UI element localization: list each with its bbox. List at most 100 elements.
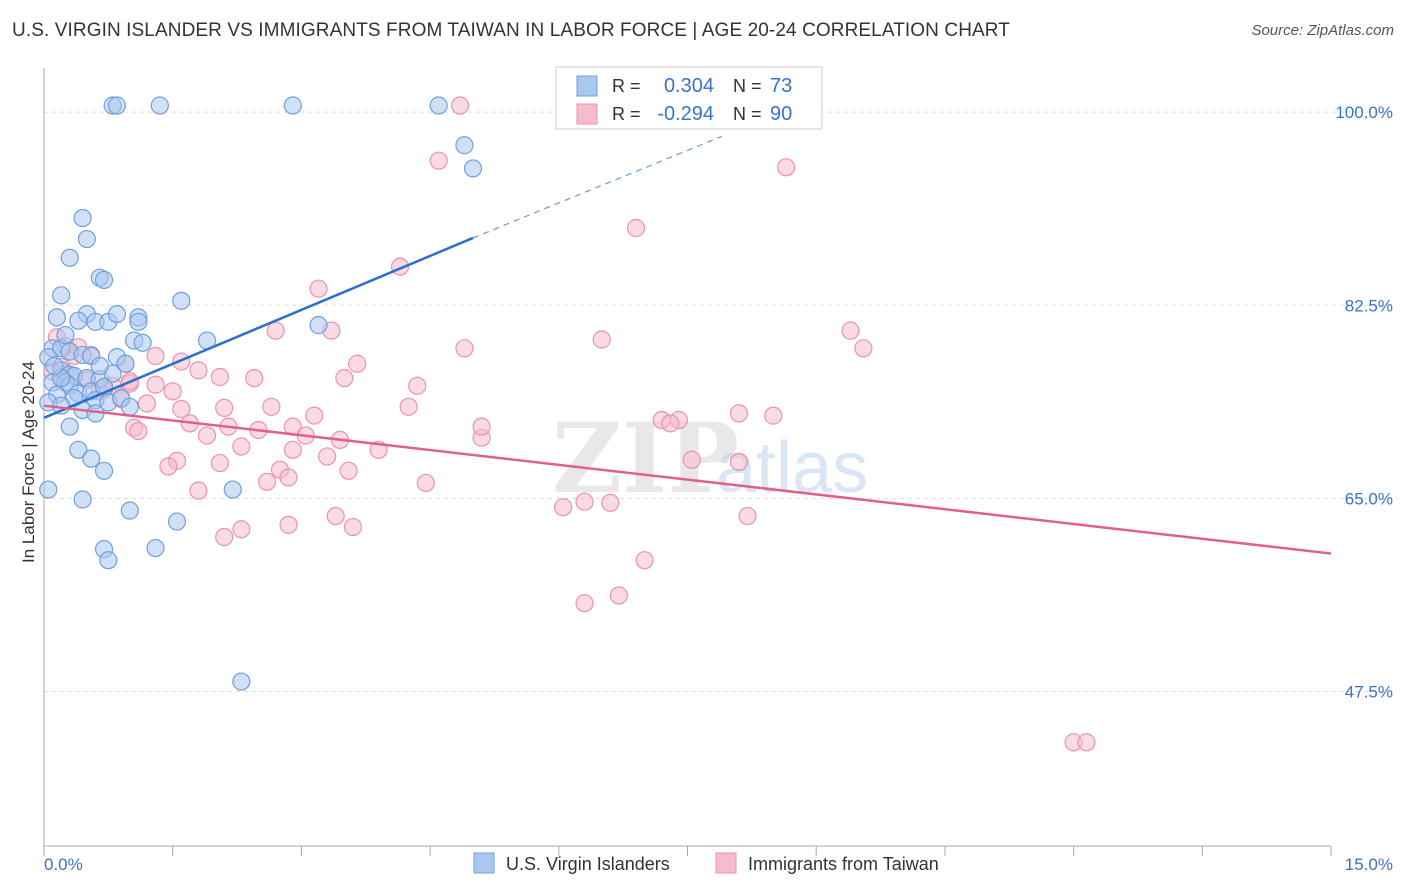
data-point-taiwan[interactable]: [318, 447, 337, 466]
data-point-taiwan[interactable]: [245, 368, 264, 388]
data-point-virgin-islanders[interactable]: [73, 208, 92, 228]
data-point-taiwan[interactable]: [575, 492, 594, 511]
data-point-virgin-islanders[interactable]: [82, 449, 101, 468]
data-point-taiwan[interactable]: [729, 452, 749, 472]
data-point-taiwan[interactable]: [309, 279, 328, 298]
data-point-virgin-islanders[interactable]: [60, 417, 79, 436]
data-point-taiwan[interactable]: [215, 398, 234, 417]
data-point-taiwan[interactable]: [1077, 733, 1096, 752]
data-point-virgin-islanders[interactable]: [94, 270, 114, 289]
data-point-taiwan[interactable]: [455, 339, 474, 358]
data-point-taiwan[interactable]: [215, 527, 234, 547]
x-tick-label: 0.0%: [44, 855, 83, 874]
data-point-virgin-islanders[interactable]: [69, 440, 88, 459]
data-point-taiwan[interactable]: [553, 498, 573, 517]
data-point-virgin-islanders[interactable]: [47, 308, 66, 327]
data-point-taiwan[interactable]: [129, 421, 148, 441]
data-point-virgin-islanders[interactable]: [283, 96, 302, 115]
data-point-taiwan[interactable]: [210, 453, 229, 473]
data-point-taiwan[interactable]: [232, 437, 251, 456]
data-point-virgin-islanders[interactable]: [116, 354, 135, 373]
data-point-taiwan[interactable]: [575, 594, 594, 613]
data-point-virgin-islanders[interactable]: [120, 501, 139, 520]
data-point-taiwan[interactable]: [266, 321, 285, 340]
data-point-virgin-islanders[interactable]: [146, 538, 165, 558]
data-point-taiwan[interactable]: [472, 417, 491, 436]
bottom-legend-label-virgin-islanders: U.S. Virgin Islanders: [506, 854, 670, 874]
data-point-taiwan[interactable]: [416, 473, 435, 493]
data-point-taiwan[interactable]: [348, 354, 367, 373]
data-point-virgin-islanders[interactable]: [107, 304, 127, 324]
data-point-virgin-islanders[interactable]: [73, 490, 92, 509]
data-point-taiwan[interactable]: [232, 520, 251, 539]
data-point-taiwan[interactable]: [262, 397, 281, 416]
legend-r-value: 0.304: [664, 75, 714, 97]
data-point-taiwan[interactable]: [197, 426, 217, 445]
data-point-virgin-islanders[interactable]: [94, 461, 114, 480]
legend-swatch: [576, 75, 598, 97]
data-point-taiwan[interactable]: [408, 376, 427, 395]
data-point-virgin-islanders[interactable]: [133, 333, 152, 352]
data-point-taiwan[interactable]: [635, 551, 654, 570]
data-point-virgin-islanders[interactable]: [45, 356, 64, 376]
data-point-virgin-islanders[interactable]: [56, 325, 75, 345]
data-point-taiwan[interactable]: [626, 218, 646, 238]
data-point-taiwan[interactable]: [279, 468, 298, 487]
data-point-taiwan[interactable]: [764, 406, 783, 425]
data-point-taiwan[interactable]: [682, 450, 701, 469]
data-point-taiwan[interactable]: [339, 461, 358, 480]
data-point-taiwan[interactable]: [661, 414, 680, 433]
data-point-taiwan[interactable]: [841, 321, 860, 340]
data-point-virgin-islanders[interactable]: [90, 356, 109, 376]
y-tick-label: 65.0%: [1345, 489, 1393, 508]
data-point-taiwan[interactable]: [189, 481, 208, 500]
data-point-virgin-islanders[interactable]: [429, 96, 448, 115]
data-point-taiwan[interactable]: [729, 404, 749, 423]
data-point-taiwan[interactable]: [399, 397, 418, 416]
data-point-taiwan[interactable]: [326, 506, 345, 526]
data-point-virgin-islanders[interactable]: [120, 397, 139, 416]
data-point-taiwan[interactable]: [609, 586, 628, 605]
data-point-taiwan[interactable]: [210, 367, 229, 387]
data-point-taiwan[interactable]: [451, 96, 470, 115]
data-point-taiwan[interactable]: [343, 517, 362, 537]
data-point-taiwan[interactable]: [159, 457, 178, 476]
legend-n-value: 90: [770, 103, 792, 125]
data-point-taiwan[interactable]: [163, 382, 182, 401]
data-point-taiwan[interactable]: [335, 368, 354, 388]
data-point-virgin-islanders[interactable]: [223, 480, 242, 499]
data-point-taiwan[interactable]: [777, 158, 796, 177]
data-point-taiwan[interactable]: [189, 361, 208, 380]
data-point-virgin-islanders[interactable]: [150, 96, 169, 115]
data-point-virgin-islanders[interactable]: [309, 316, 328, 335]
data-point-taiwan[interactable]: [279, 515, 298, 534]
data-point-taiwan[interactable]: [592, 330, 611, 349]
data-point-taiwan[interactable]: [146, 375, 165, 394]
data-point-virgin-islanders[interactable]: [455, 136, 474, 155]
data-point-taiwan[interactable]: [601, 493, 620, 512]
data-point-virgin-islanders[interactable]: [52, 286, 71, 305]
data-point-virgin-islanders[interactable]: [129, 312, 148, 331]
data-point-taiwan[interactable]: [854, 339, 873, 358]
data-point-virgin-islanders[interactable]: [60, 248, 79, 267]
data-point-taiwan[interactable]: [305, 406, 324, 425]
data-point-taiwan[interactable]: [172, 399, 191, 419]
data-point-taiwan[interactable]: [257, 472, 277, 491]
data-point-taiwan[interactable]: [146, 346, 165, 366]
data-point-virgin-islanders[interactable]: [232, 672, 251, 691]
data-point-taiwan[interactable]: [738, 506, 757, 526]
data-point-virgin-islanders[interactable]: [69, 311, 88, 330]
legend-r-label: R =: [612, 76, 641, 96]
data-point-virgin-islanders[interactable]: [172, 291, 191, 310]
data-point-taiwan[interactable]: [429, 151, 448, 170]
data-point-virgin-islanders[interactable]: [107, 96, 127, 115]
data-point-virgin-islanders[interactable]: [463, 159, 483, 178]
data-point-virgin-islanders[interactable]: [167, 512, 187, 531]
data-point-virgin-islanders[interactable]: [39, 480, 58, 499]
data-point-virgin-islanders[interactable]: [77, 229, 97, 249]
data-point-taiwan[interactable]: [137, 394, 157, 413]
data-point-taiwan[interactable]: [283, 440, 302, 459]
data-point-virgin-islanders[interactable]: [99, 551, 118, 570]
stats-legend-box: [555, 66, 823, 130]
